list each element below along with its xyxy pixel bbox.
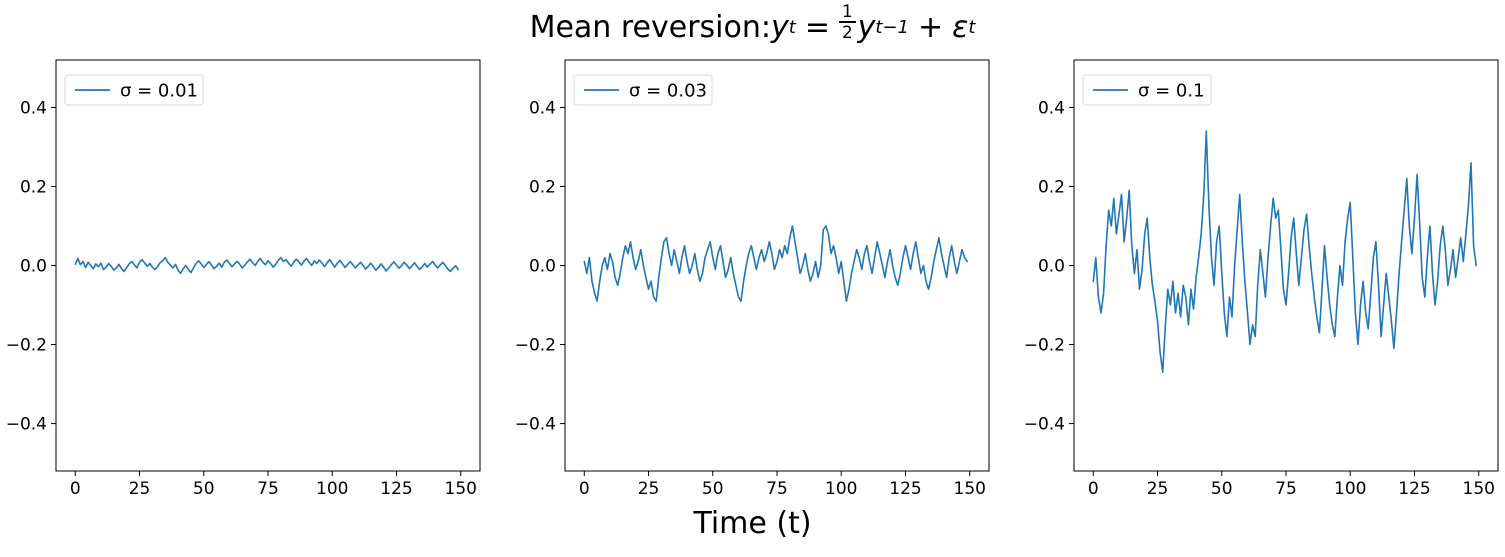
plot-frame (564, 59, 990, 472)
x-tick-label: 100 (825, 479, 857, 499)
y-tick-label: −0.2 (515, 335, 556, 355)
y-tick-label: 0.4 (20, 98, 47, 118)
x-tick-label: 100 (316, 479, 348, 499)
title-y1-sub: t (788, 16, 796, 38)
x-tick-label: 150 (954, 479, 986, 499)
subplot-sigma-0-03: 0 25 50 75 100 125 150 −0.4 −0.2 0.0 0.2 0.4 σ = 0.0… (509, 54, 1001, 506)
x-tick-label: 50 (702, 479, 724, 499)
title-epsilon-sub: t (968, 16, 976, 38)
x-tick-label: 0 (70, 479, 81, 499)
y-tick-label: −0.4 (1024, 415, 1065, 435)
x-tick-label: 0 (579, 479, 590, 499)
x-tick-label: 100 (1334, 479, 1366, 499)
subplot-sigma-0-1-canvas: 0 25 50 75 100 125 150 −0.4 −0.2 0.0 0.2 0.4 σ = 0.1 (1024, 59, 1499, 499)
x-tick-label: 75 (1275, 479, 1297, 499)
x-tick-label: 125 (1398, 479, 1430, 499)
plot-frame (55, 59, 481, 472)
y-tick-label: 0.0 (529, 256, 556, 276)
y-tick-label: 0.0 (20, 256, 47, 276)
y-tick-label: −0.4 (515, 415, 556, 435)
subplot-sigma-0-03-canvas: 0 25 50 75 100 125 150 −0.4 −0.2 0.0 0.2 0.4 σ = 0.0… (515, 59, 990, 499)
x-tick-label: 25 (638, 479, 660, 499)
x-tick-label: 125 (889, 479, 921, 499)
y-tick-label: 0.0 (1038, 256, 1065, 276)
title-y1: y (770, 9, 789, 45)
x-tick-label: 150 (1463, 479, 1495, 499)
y-tick-label: 0.2 (20, 177, 47, 197)
y-tick-label: 0.2 (529, 177, 556, 197)
legend-box (64, 74, 204, 106)
y-tick-label: 0.4 (529, 98, 556, 118)
series-line (583, 225, 968, 302)
fraction-numerator: 1 (838, 2, 856, 23)
x-tick-label: 75 (257, 479, 279, 499)
title-equals: = (804, 9, 830, 45)
x-tick-label: 25 (1147, 479, 1169, 499)
y-tick-label: 0.2 (1038, 177, 1065, 197)
legend-box (1082, 74, 1212, 106)
title-plus: + (918, 9, 944, 45)
x-tick-label: 75 (766, 479, 788, 499)
plot-frame (1073, 59, 1499, 472)
legend-label: σ = 0.03 (629, 80, 707, 101)
title-epsilon: ε (952, 9, 969, 45)
title-y2: y (857, 9, 876, 45)
series-line (74, 256, 459, 275)
x-tick-label: 150 (445, 479, 477, 499)
subplot-sigma-0-01-canvas: 0 25 50 75 100 125 150 −0.4 −0.2 0.0 0.2 0.4 σ = 0.0… (6, 59, 481, 499)
y-tick-label: −0.4 (6, 415, 47, 435)
series-line (1092, 130, 1477, 373)
legend-box (573, 74, 713, 106)
x-tick-label: 50 (1211, 479, 1233, 499)
legend-label: σ = 0.01 (120, 80, 198, 101)
legend-label: σ = 0.1 (1138, 80, 1205, 101)
x-axis-label: Time (t) (693, 506, 812, 541)
fraction-denominator: 2 (841, 22, 853, 42)
title-y2-sub: t−1 (875, 16, 909, 38)
y-tick-label: −0.2 (6, 335, 47, 355)
y-tick-label: 0.4 (1038, 98, 1065, 118)
plots-row: 0 25 50 75 100 125 150 −0.4 −0.2 0.0 0.2 0.4 σ = 0.0… (0, 54, 1505, 506)
subplot-sigma-0-1: 0 25 50 75 100 125 150 −0.4 −0.2 0.0 0.2 0.4 σ = 0.1 (1018, 54, 1504, 506)
subplot-sigma-0-01: 0 25 50 75 100 125 150 −0.4 −0.2 0.0 0.2 0.4 σ = 0.0… (0, 54, 492, 506)
x-tick-label: 50 (193, 479, 215, 499)
x-tick-label: 0 (1088, 479, 1099, 499)
title-prefix: Mean reversion: (529, 9, 771, 45)
x-tick-label: 125 (380, 479, 412, 499)
y-tick-label: −0.2 (1024, 335, 1065, 355)
x-tick-label: 25 (129, 479, 151, 499)
